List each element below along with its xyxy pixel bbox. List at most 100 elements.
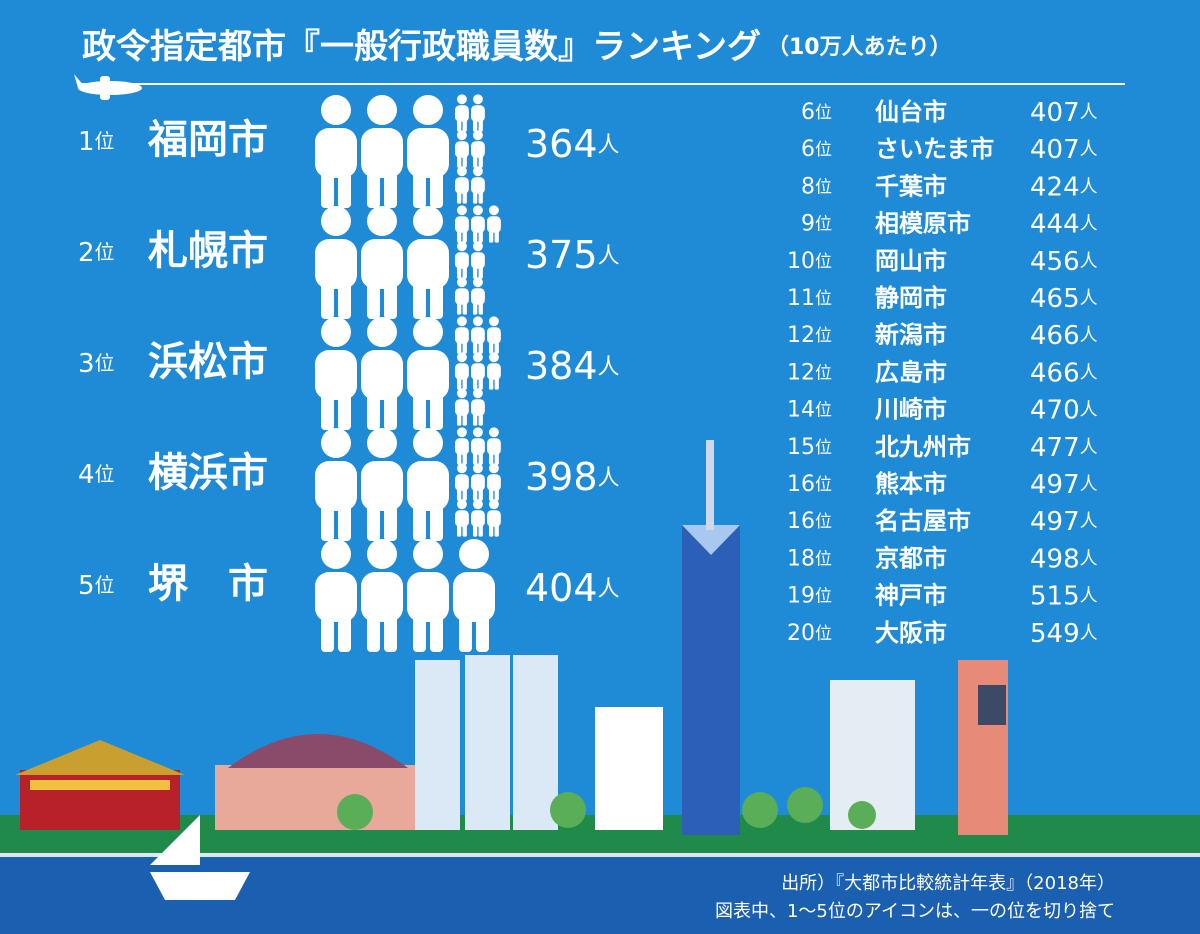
- icon-leg: [462, 189, 467, 204]
- person-icon: [455, 130, 469, 168]
- value: 384人: [525, 344, 620, 388]
- value: 498人: [1030, 544, 1098, 574]
- value-unit: 人: [598, 133, 620, 158]
- rank-unit: 位: [815, 438, 832, 458]
- person-icon: [471, 352, 485, 390]
- value: 470人: [1030, 395, 1098, 425]
- icon-leg: [494, 339, 499, 354]
- icon-leg: [456, 189, 462, 204]
- icon-leg: [478, 153, 483, 168]
- person-icon: [471, 94, 485, 132]
- icon-leg: [462, 522, 467, 537]
- icon-leg: [456, 264, 462, 279]
- person-icon: [455, 94, 469, 132]
- icon-leg: [462, 228, 467, 243]
- rank-number: 19: [787, 584, 815, 609]
- city: 新潟市: [875, 321, 947, 349]
- person-icon: [471, 499, 485, 537]
- city: 堺 市: [148, 561, 268, 607]
- person-icon: [407, 428, 449, 541]
- value-unit: 人: [1080, 623, 1098, 644]
- icon-head: [456, 130, 467, 141]
- rank: 12位: [787, 323, 832, 348]
- rank: 6位: [801, 100, 832, 125]
- icon-leg: [456, 117, 462, 132]
- person-icon: [315, 317, 357, 430]
- rank-number: 15: [787, 435, 815, 460]
- person-icon: [471, 205, 485, 243]
- rank-number: 20: [787, 621, 815, 646]
- value-number: 497: [1030, 507, 1080, 537]
- icon-head: [321, 95, 351, 125]
- icon-leg: [384, 497, 397, 541]
- icon-leg: [478, 486, 483, 501]
- icon-leg: [462, 117, 467, 132]
- icon-head: [472, 463, 483, 474]
- person-icon: [471, 130, 485, 168]
- icon-leg: [488, 375, 494, 390]
- rank-unit: 位: [95, 351, 115, 375]
- person-icon: [487, 499, 501, 537]
- person-icon: [455, 166, 469, 204]
- value-unit: 人: [1080, 362, 1098, 383]
- person-icon: [487, 316, 501, 354]
- rank: 6位: [801, 137, 832, 162]
- value: 375人: [525, 233, 620, 277]
- value-number: 470: [1030, 395, 1080, 425]
- city: 広島市: [875, 358, 947, 386]
- icon-head: [472, 130, 483, 141]
- icon-head: [459, 539, 489, 569]
- icon-head: [456, 241, 467, 252]
- city: 神戸市: [875, 582, 947, 610]
- person-icon: [471, 388, 485, 426]
- rank-unit: 位: [815, 549, 832, 569]
- rank: 16位: [787, 509, 832, 534]
- person-icon: [455, 205, 469, 243]
- value: 466人: [1030, 321, 1098, 351]
- icon-leg: [462, 300, 467, 315]
- person-icon: [471, 166, 485, 204]
- person-icon: [315, 539, 357, 652]
- rank-number: 9: [801, 212, 815, 237]
- icon-head: [472, 316, 483, 327]
- icon-leg: [430, 497, 443, 541]
- rank-number: 14: [787, 398, 815, 423]
- person-icon: [487, 352, 501, 390]
- icon-leg: [472, 450, 478, 465]
- rank-unit: 位: [815, 177, 832, 197]
- person-icon: [407, 206, 449, 319]
- person-icon: [487, 463, 501, 501]
- city: 静岡市: [875, 284, 947, 312]
- person-icon: [455, 427, 469, 465]
- icon-head: [472, 427, 483, 438]
- value: 549人: [1030, 618, 1098, 648]
- rank-number: 6: [801, 137, 815, 162]
- icon-leg: [413, 497, 426, 541]
- icon-leg: [338, 386, 351, 430]
- value: 404人: [525, 566, 620, 610]
- rank: 20位: [787, 621, 832, 646]
- value-number: 465: [1030, 284, 1080, 314]
- icon-leg: [462, 411, 467, 426]
- value: 465人: [1030, 284, 1098, 314]
- person-icon: [487, 427, 501, 465]
- icon-head: [488, 463, 499, 474]
- icon-leg: [321, 608, 334, 652]
- rank-unit: 位: [815, 363, 832, 383]
- rank-unit: 位: [815, 475, 832, 495]
- icon-leg: [478, 411, 483, 426]
- rank-number: 1: [78, 127, 95, 157]
- icon-leg: [494, 450, 499, 465]
- icon-head: [488, 499, 499, 510]
- icon-leg: [472, 522, 478, 537]
- rank: 4位: [78, 460, 115, 490]
- rank-unit: 位: [815, 289, 832, 309]
- icon-leg: [472, 411, 478, 426]
- icon-leg: [321, 497, 334, 541]
- icon-head: [472, 94, 483, 105]
- icon-leg: [472, 300, 478, 315]
- value-unit: 人: [1080, 176, 1098, 197]
- icon-head: [472, 352, 483, 363]
- rank-unit: 位: [95, 462, 115, 486]
- rank-unit: 位: [95, 129, 115, 153]
